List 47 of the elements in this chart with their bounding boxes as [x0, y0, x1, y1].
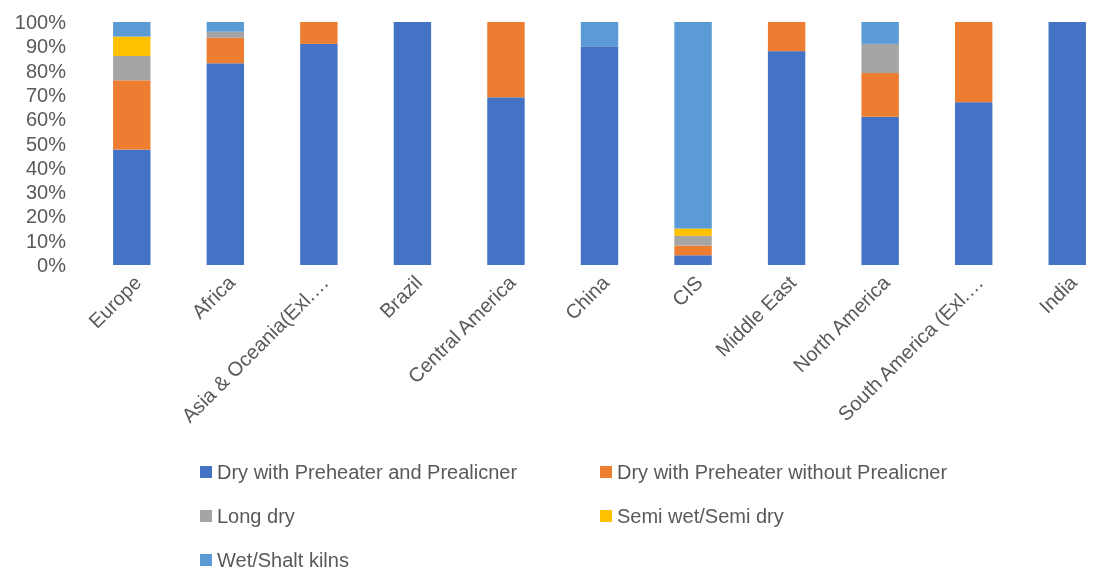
bar — [674, 228, 712, 236]
y-tick-label: 20% — [25, 205, 67, 228]
bar — [861, 73, 899, 117]
bar — [580, 22, 619, 47]
bar — [206, 22, 245, 32]
legend-label: Dry with Preheater and Prealicner — [217, 461, 518, 483]
y-tick-label: 0% — [37, 254, 67, 276]
bar — [113, 149, 151, 265]
y-tick-label: 90% — [25, 35, 67, 58]
bar — [393, 22, 432, 265]
bar — [674, 22, 712, 229]
y-tick-label: 10% — [25, 229, 67, 252]
legend-label: Wet/Shalt kilns — [217, 549, 349, 571]
bar — [580, 46, 619, 265]
y-tick-label: 40% — [25, 156, 67, 179]
bar — [300, 22, 338, 44]
bar — [674, 235, 712, 246]
y-tick-label: 80% — [25, 59, 67, 82]
bar — [113, 22, 151, 37]
y-tick-label: 30% — [25, 181, 67, 204]
bar — [487, 97, 525, 265]
bar — [206, 31, 245, 38]
legend-label: Semi wet/Semi dry — [617, 505, 784, 527]
bar — [767, 22, 806, 52]
bar — [861, 43, 899, 74]
bar — [1048, 22, 1086, 265]
bar — [674, 245, 712, 256]
bar — [674, 255, 712, 265]
y-tick-label: 50% — [25, 132, 67, 155]
y-tick-label: 60% — [25, 108, 67, 131]
bar — [113, 56, 151, 81]
bar — [206, 63, 245, 265]
bar — [300, 43, 338, 265]
y-tick-label: 70% — [25, 83, 67, 106]
bar — [487, 22, 525, 98]
bar — [113, 36, 151, 57]
bar — [954, 22, 993, 103]
bar — [861, 116, 899, 265]
bar — [206, 37, 245, 64]
legend-label: Long dry — [217, 505, 295, 527]
y-tick-label: 100% — [14, 11, 67, 33]
bar — [861, 22, 899, 44]
bar — [113, 80, 151, 150]
bar — [767, 51, 806, 265]
x-tick-label: CIS — [667, 271, 707, 311]
legend-label: Dry with Preheater without Prealicner — [617, 461, 948, 483]
bar — [954, 102, 993, 265]
